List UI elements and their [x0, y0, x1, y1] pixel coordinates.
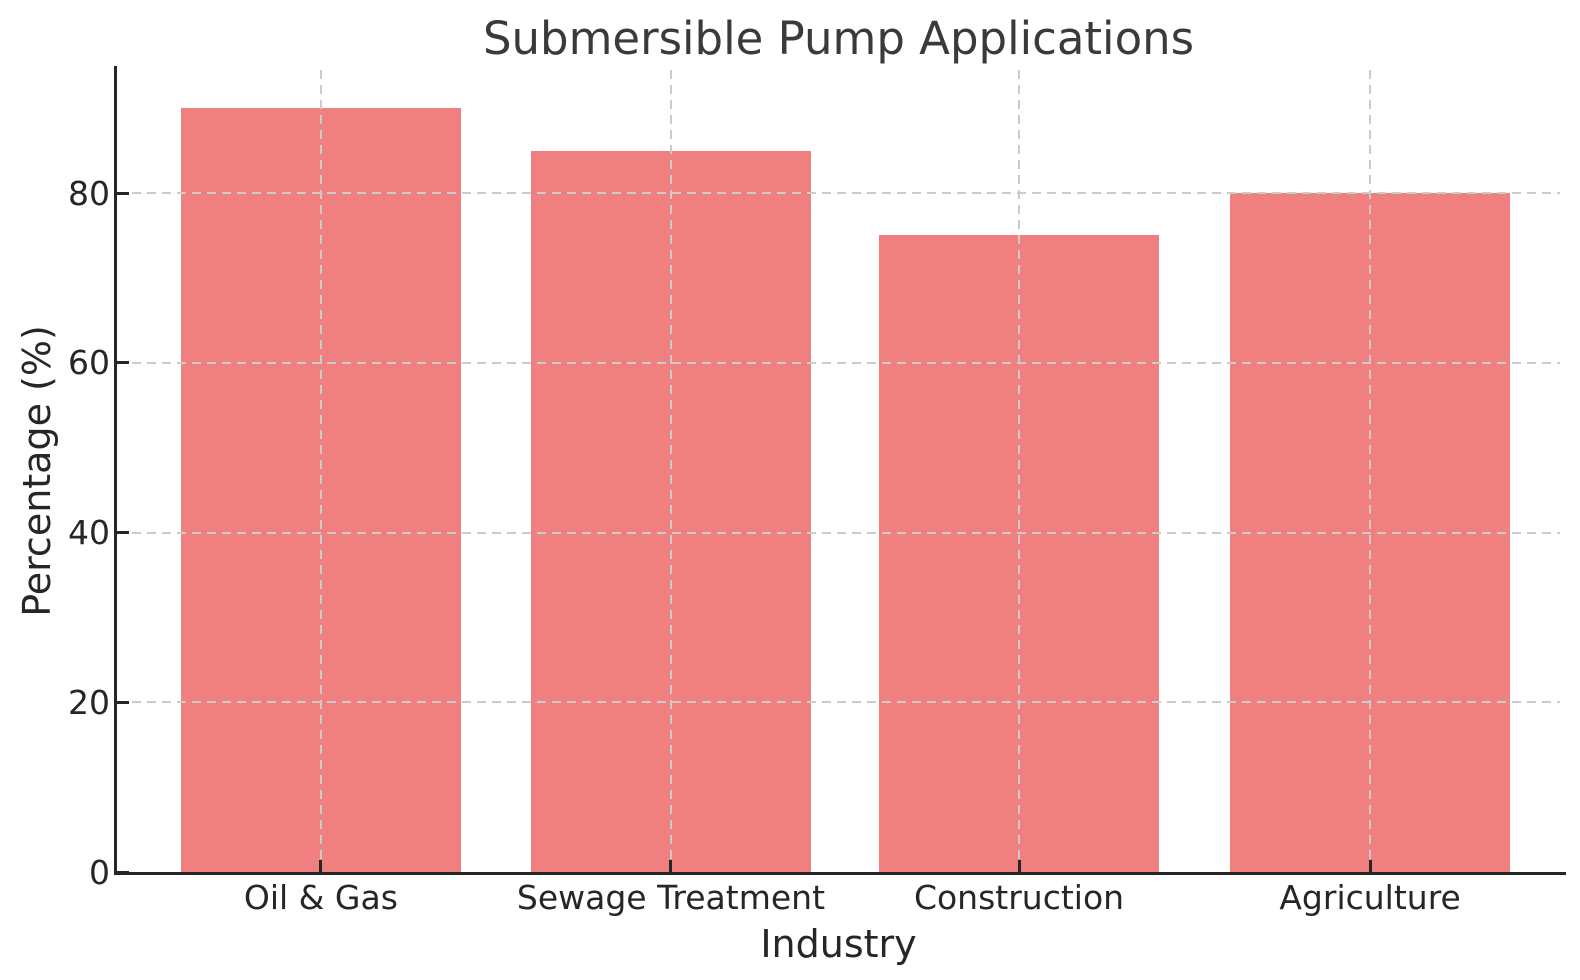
x-tick [1017, 860, 1021, 872]
y-tick-label: 80 [68, 173, 110, 213]
gridline-vertical [1018, 70, 1021, 872]
x-tick-label: Agriculture [1279, 878, 1461, 917]
gridline-horizontal [117, 361, 1560, 364]
y-tick-label: 0 [89, 852, 110, 892]
gridline-horizontal [117, 701, 1560, 704]
gridline-vertical [1369, 70, 1372, 872]
y-tick [117, 361, 129, 365]
gridline-vertical [669, 70, 672, 872]
x-tick-label: Sewage Treatment [516, 878, 826, 917]
y-tick [117, 700, 129, 704]
y-tick-label: 40 [68, 513, 110, 553]
y-tick-label: 60 [68, 343, 110, 383]
gridline-vertical [319, 70, 322, 872]
y-axis-spine [114, 66, 117, 875]
x-tick [1368, 860, 1372, 872]
y-tick [117, 191, 129, 195]
x-tick-label: Construction [913, 878, 1125, 917]
y-tick [117, 531, 129, 535]
plot-area [114, 66, 1566, 875]
x-axis-spine [114, 872, 1566, 875]
x-axis-label: Industry [760, 922, 917, 966]
chart-title: Submersible Pump Applications [482, 12, 1195, 65]
y-tick-label: 20 [68, 682, 110, 722]
x-tick [669, 860, 673, 872]
x-tick [319, 860, 323, 872]
gridline-horizontal [117, 192, 1560, 195]
y-axis-label: Percentage (%) [15, 325, 59, 617]
x-tick-label: Oil & Gas [243, 878, 398, 917]
gridline-horizontal [117, 531, 1560, 534]
